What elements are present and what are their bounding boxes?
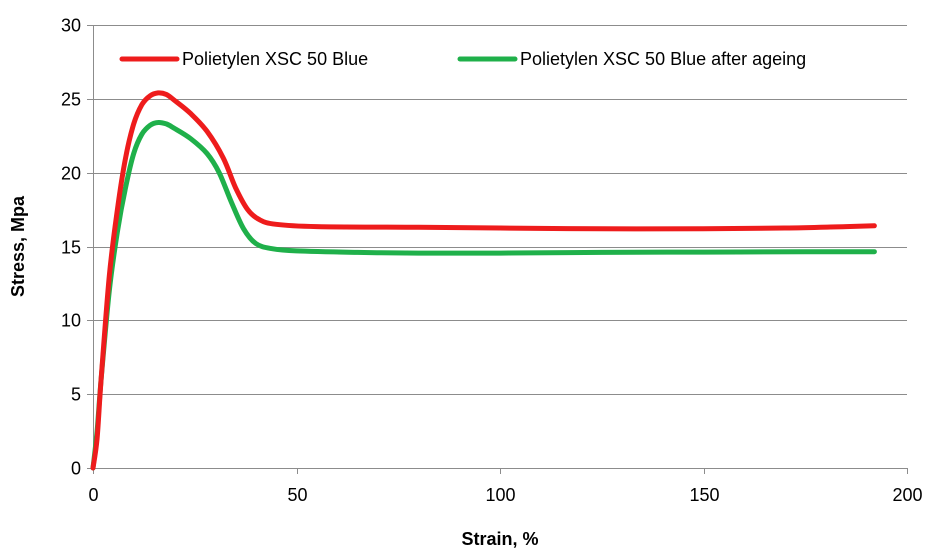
y-tick-label: 30 xyxy=(61,16,81,36)
y-tick-label: 5 xyxy=(71,385,81,405)
y-tick-label: 20 xyxy=(61,164,81,184)
x-tick-label: 50 xyxy=(287,485,307,505)
x-axis-title: Strain, % xyxy=(461,529,538,549)
legend-label-2: Polietylen XSC 50 Blue after ageing xyxy=(520,49,806,69)
y-tick-label: 25 xyxy=(61,90,81,110)
y-axis-title: Stress, Mpa xyxy=(8,195,28,297)
legend: Polietylen XSC 50 Blue Polietylen XSC 50 … xyxy=(119,49,806,69)
y-tick-label: 15 xyxy=(61,238,81,258)
axes xyxy=(87,25,908,474)
series-lines xyxy=(90,90,877,471)
legend-label-1: Polietylen XSC 50 Blue xyxy=(182,49,368,69)
y-tick-label: 0 xyxy=(71,459,81,479)
x-tick-label: 0 xyxy=(88,485,98,505)
x-tick-label: 150 xyxy=(689,485,719,505)
tick-labels: 0 5 10 15 20 25 30 0 50 100 150 200 xyxy=(61,16,923,506)
series-line-1 xyxy=(90,90,877,471)
x-tick-label: 100 xyxy=(485,485,515,505)
x-tick-label: 200 xyxy=(892,485,922,505)
y-tick-label: 10 xyxy=(61,311,81,331)
series-line-2 xyxy=(90,119,877,471)
